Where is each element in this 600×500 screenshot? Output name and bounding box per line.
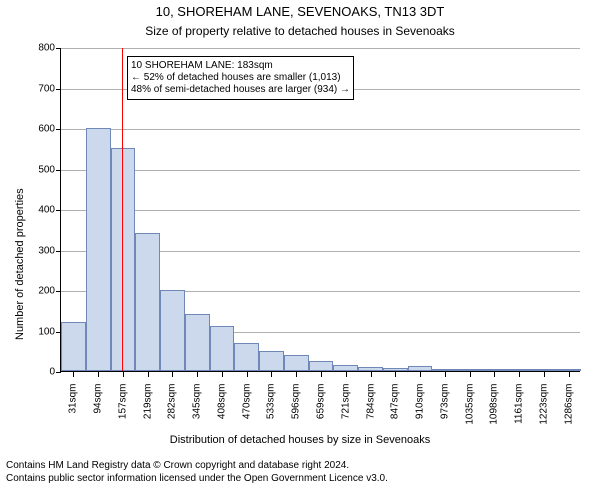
- x-tick-label: 1286sqm: [563, 384, 574, 425]
- histogram-bar: [259, 351, 284, 371]
- histogram-bar: [408, 366, 433, 371]
- x-tick-label: 1161sqm: [514, 384, 525, 424]
- histogram-bar: [507, 369, 532, 371]
- x-tick-label: 847sqm: [390, 384, 401, 420]
- y-tick-label: 700: [27, 83, 55, 94]
- chart-title-sub: Size of property relative to detached ho…: [0, 24, 600, 38]
- histogram-bar: [531, 369, 556, 371]
- gridline: [61, 170, 580, 171]
- chart-title-main: 10, SHOREHAM LANE, SEVENOAKS, TN13 3DT: [0, 4, 600, 19]
- x-tick-mark: [123, 372, 124, 377]
- x-axis-label: Distribution of detached houses by size …: [0, 434, 600, 446]
- x-tick-mark: [544, 372, 545, 377]
- y-tick-label: 600: [27, 124, 55, 135]
- x-tick-label: 157sqm: [117, 384, 128, 420]
- x-tick-mark: [569, 372, 570, 377]
- annotation-line: 48% of semi-detached houses are larger (…: [131, 84, 350, 96]
- x-tick-mark: [222, 372, 223, 377]
- x-tick-label: 973sqm: [439, 384, 450, 420]
- histogram-bar: [482, 369, 507, 371]
- histogram-bar: [556, 369, 581, 371]
- histogram-bar: [234, 343, 259, 371]
- x-tick-mark: [148, 372, 149, 377]
- y-tick-label: 200: [27, 286, 55, 297]
- x-tick-mark: [420, 372, 421, 377]
- x-tick-label: 408sqm: [216, 384, 227, 420]
- x-tick-label: 282sqm: [167, 384, 178, 420]
- y-tick-mark: [56, 48, 61, 49]
- histogram-bar: [284, 355, 309, 371]
- y-tick-label: 100: [27, 326, 55, 337]
- y-tick-mark: [56, 89, 61, 90]
- x-tick-label: 1223sqm: [538, 384, 549, 425]
- x-tick-mark: [494, 372, 495, 377]
- x-tick-label: 345sqm: [192, 384, 203, 420]
- y-tick-mark: [56, 372, 61, 373]
- y-tick-label: 800: [27, 43, 55, 54]
- y-tick-label: 0: [27, 367, 55, 378]
- histogram-bar: [135, 233, 160, 371]
- x-tick-label: 784sqm: [365, 384, 376, 420]
- x-tick-mark: [445, 372, 446, 377]
- x-tick-label: 1098sqm: [489, 384, 500, 425]
- y-tick-label: 400: [27, 205, 55, 216]
- footer-attribution: Contains HM Land Registry data © Crown c…: [0, 460, 600, 485]
- x-tick-mark: [395, 372, 396, 377]
- plot-area: 010020030040050060070080031sqm94sqm157sq…: [60, 48, 580, 372]
- x-tick-mark: [346, 372, 347, 377]
- y-tick-mark: [56, 170, 61, 171]
- y-tick-label: 500: [27, 164, 55, 175]
- x-tick-mark: [321, 372, 322, 377]
- gridline: [61, 48, 580, 49]
- footer-line: Contains HM Land Registry data © Crown c…: [6, 460, 600, 473]
- annotation-line: ← 52% of detached houses are smaller (1,…: [131, 72, 350, 84]
- annotation-line: 10 SHOREHAM LANE: 183sqm: [131, 60, 350, 72]
- x-tick-label: 219sqm: [142, 384, 153, 420]
- x-tick-mark: [197, 372, 198, 377]
- histogram-bar: [185, 314, 210, 371]
- x-tick-label: 31sqm: [68, 384, 79, 414]
- histogram-bar: [383, 368, 408, 371]
- annotation-box: 10 SHOREHAM LANE: 183sqm← 52% of detache…: [127, 56, 354, 100]
- histogram-bar: [432, 369, 457, 371]
- gridline: [61, 210, 580, 211]
- x-tick-mark: [73, 372, 74, 377]
- footer-line: Contains public sector information licen…: [6, 473, 600, 486]
- histogram-bar: [86, 128, 111, 371]
- x-tick-mark: [247, 372, 248, 377]
- x-tick-label: 659sqm: [316, 384, 327, 420]
- y-tick-mark: [56, 251, 61, 252]
- histogram-bar: [358, 367, 383, 371]
- chart-container: { "layout": { "width_px": 600, "height_p…: [0, 0, 600, 500]
- histogram-bar: [309, 361, 334, 371]
- histogram-bar: [210, 326, 235, 371]
- histogram-bar: [160, 290, 185, 371]
- histogram-bar: [333, 365, 358, 371]
- y-tick-mark: [56, 210, 61, 211]
- gridline: [61, 129, 580, 130]
- x-tick-label: 1035sqm: [464, 384, 475, 425]
- x-tick-mark: [470, 372, 471, 377]
- x-tick-mark: [271, 372, 272, 377]
- x-tick-label: 721sqm: [340, 384, 351, 420]
- x-tick-mark: [172, 372, 173, 377]
- x-tick-label: 910sqm: [415, 384, 426, 420]
- reference-marker-line: [122, 48, 123, 371]
- x-tick-label: 596sqm: [291, 384, 302, 420]
- x-tick-mark: [371, 372, 372, 377]
- y-axis-label: Number of detached properties: [14, 188, 26, 340]
- x-tick-mark: [296, 372, 297, 377]
- x-tick-mark: [519, 372, 520, 377]
- histogram-bar: [111, 148, 136, 371]
- y-tick-mark: [56, 129, 61, 130]
- x-tick-label: 470sqm: [241, 384, 252, 420]
- x-tick-label: 533sqm: [266, 384, 277, 420]
- histogram-bar: [61, 322, 86, 371]
- histogram-bar: [457, 369, 482, 371]
- x-tick-mark: [98, 372, 99, 377]
- x-tick-label: 94sqm: [93, 384, 104, 414]
- y-tick-mark: [56, 291, 61, 292]
- y-tick-label: 300: [27, 245, 55, 256]
